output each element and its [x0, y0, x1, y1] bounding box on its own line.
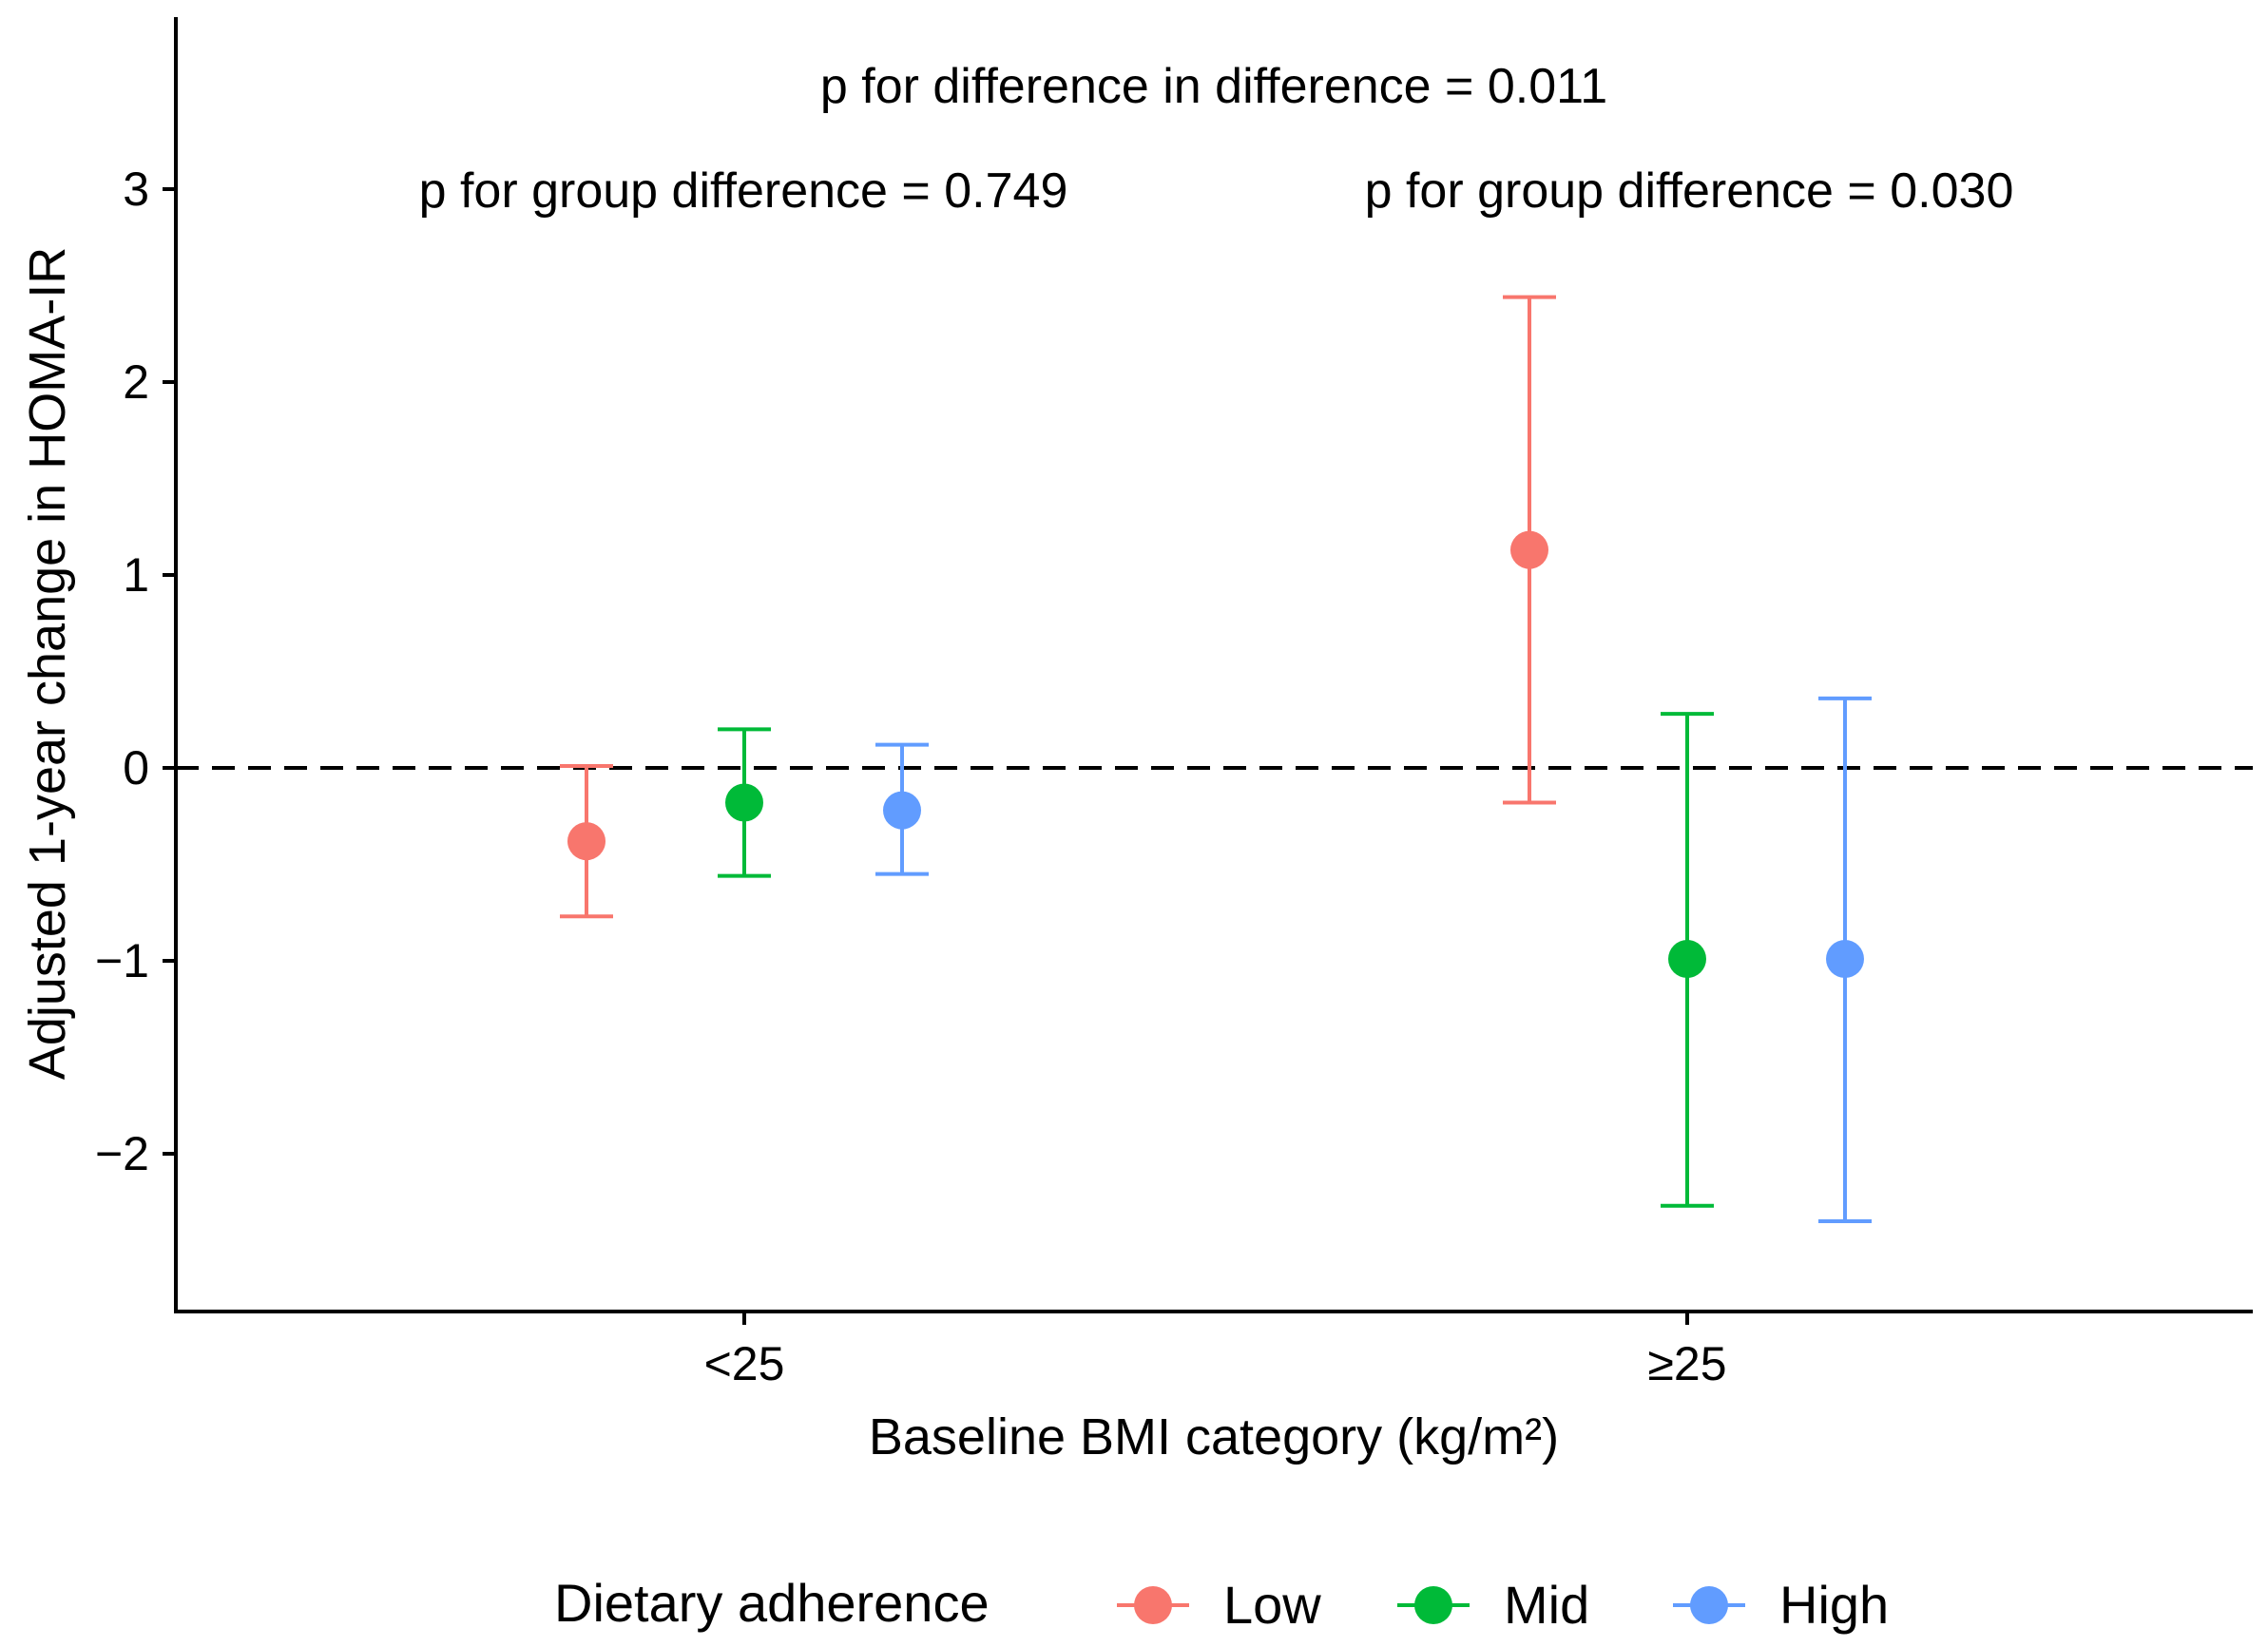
errorbar-high-2 — [1818, 696, 1872, 1224]
legend-key-point — [1134, 1586, 1172, 1624]
point-mid — [725, 783, 763, 822]
chart-marks — [560, 295, 1872, 1224]
legend-key-mid: Mid — [1397, 1575, 1589, 1635]
legend-title: Dietary adherence — [554, 1573, 990, 1633]
point-mid — [1668, 939, 1706, 978]
y-tick-label: 0 — [123, 741, 149, 795]
y-tick-label: 2 — [123, 355, 149, 409]
annotation-group-diff-25plus: p for group difference = 0.030 — [1365, 163, 2014, 219]
errorbar-high-1 — [875, 742, 929, 876]
x-axis-title: Baseline BMI category (kg/m²) — [869, 1408, 1559, 1465]
x-tick-label: ≥25 — [1647, 1337, 1726, 1390]
point-low — [567, 822, 605, 861]
annotation-group-diff-under25: p for group difference = 0.749 — [419, 163, 1068, 219]
y-tick-label: 3 — [123, 163, 149, 216]
legend-key-high: High — [1673, 1575, 1889, 1635]
errorbar-mid-1 — [718, 727, 771, 878]
point-high — [883, 791, 921, 830]
y-axis-title: Adjusted 1-year change in HOMA-IR — [19, 247, 76, 1080]
annotation-diff-in-diff: p for difference in difference = 0.011 — [820, 59, 1607, 114]
legend: Dietary adherence Low Mid High — [554, 1573, 1889, 1635]
errorbar-low-1 — [560, 763, 613, 919]
legend-label-mid: Mid — [1504, 1575, 1589, 1635]
x-axis-ticks: <25 ≥25 — [704, 1312, 1727, 1390]
y-tick-label: −1 — [95, 934, 149, 987]
legend-key-low: Low — [1117, 1575, 1321, 1635]
legend-label-low: Low — [1223, 1575, 1321, 1635]
errorbar-mid-2 — [1661, 712, 1714, 1208]
y-tick-label: −2 — [95, 1127, 149, 1180]
point-high — [1826, 939, 1864, 978]
legend-key-point — [1414, 1586, 1452, 1624]
y-axis-ticks: −2 −1 0 1 2 3 — [95, 163, 176, 1180]
point-low — [1510, 530, 1548, 569]
y-tick-label: 1 — [123, 548, 149, 602]
errorbar-low-2 — [1503, 295, 1556, 805]
legend-label-high: High — [1779, 1575, 1889, 1635]
x-tick-label: <25 — [704, 1337, 785, 1390]
legend-keys: Low Mid High — [1117, 1575, 1889, 1635]
legend-key-point — [1690, 1586, 1728, 1624]
